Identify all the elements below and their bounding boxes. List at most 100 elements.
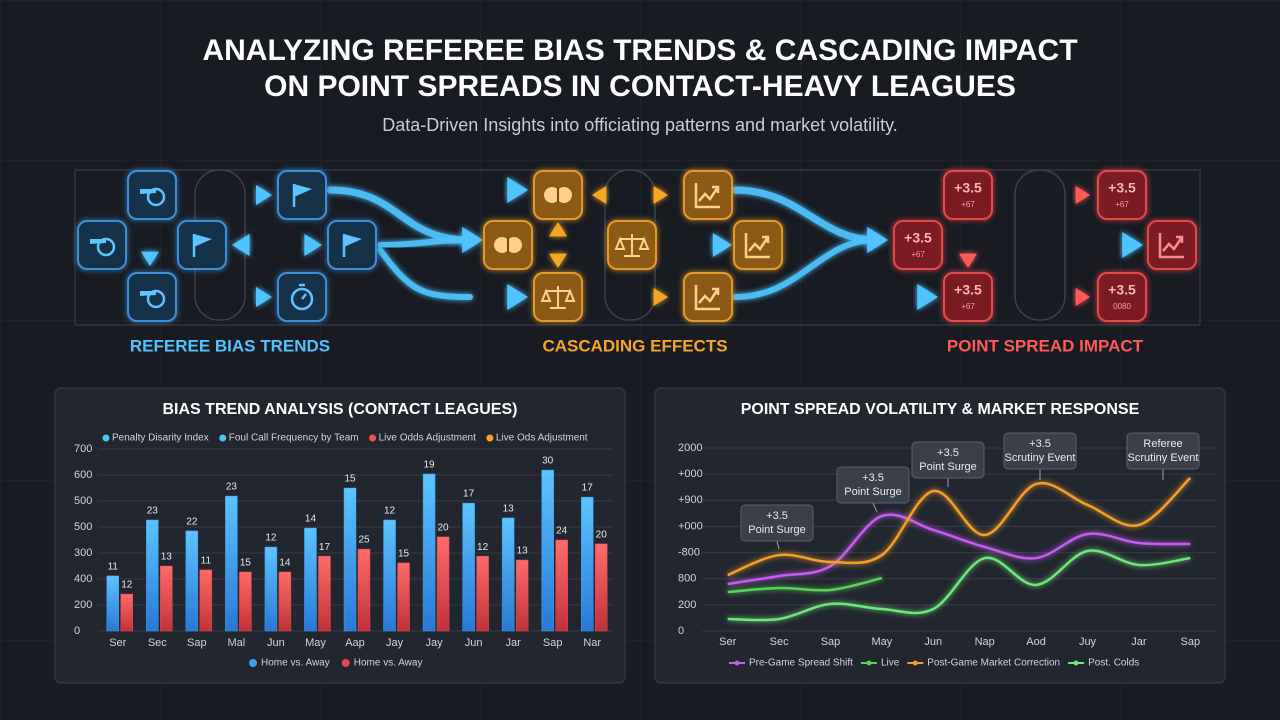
x-tick-label: Jay [386, 637, 404, 649]
y-tick-label: -800 [678, 546, 700, 558]
section-label: CASCADING EFFECTS [542, 336, 727, 355]
arrow-head [592, 186, 607, 204]
node [943, 170, 993, 220]
series-line [727, 477, 1192, 577]
callout-text: Point Surge [919, 461, 976, 473]
legend-label: Post-Game Market Correction [927, 658, 1060, 669]
x-tick-label: Sec [770, 636, 789, 648]
callout-text: Referee [1143, 438, 1182, 450]
y-tick-label: 2000 [678, 442, 702, 454]
bar-label: 17 [319, 542, 331, 553]
x-tick-label: Ser [109, 637, 126, 649]
callout-box [1003, 432, 1077, 470]
x-tick-label: May [305, 637, 326, 649]
bar [357, 548, 371, 632]
bar [422, 473, 436, 632]
arrow-head [917, 284, 938, 310]
bar [515, 559, 529, 632]
x-tick-label: Sap [543, 637, 563, 649]
bar [555, 539, 568, 632]
section-label: REFEREE BIAS TRENDS [130, 336, 330, 355]
callout-pointer [776, 540, 780, 550]
spread-value: +3.5 [904, 230, 932, 246]
icon [694, 183, 720, 209]
node [127, 272, 177, 322]
y-tick-label: 500 [74, 521, 92, 533]
bar [160, 565, 173, 632]
bar [278, 571, 292, 632]
arrow-head [232, 234, 250, 256]
icon [299, 283, 307, 300]
arrow-head [507, 177, 528, 203]
node [327, 220, 377, 270]
y-tick-label: 700 [74, 443, 92, 455]
node [77, 220, 127, 270]
y-tick-label: 400 [74, 573, 92, 585]
bar-label: 12 [477, 542, 489, 553]
callout-box [836, 466, 910, 504]
spread-value: +3.5 [954, 282, 982, 298]
x-tick-label: Nar [583, 637, 601, 649]
node [893, 220, 943, 270]
bar-label: 11 [201, 556, 212, 567]
flow-diagram: +3.5 +67 +3.5 +67 +3.5 +67 +3.5 +67 +3.5 0080 REFE… [77, 169, 1197, 355]
arrow-head [959, 253, 977, 268]
bar [594, 543, 608, 632]
y-tick-label: 200 [678, 599, 696, 611]
spread-sub: 0080 [1113, 302, 1131, 311]
charts: BIAS TREND ANALYSIS (CONTACT LEAGUES) Pen… [74, 401, 1216, 669]
callout-text: Point Surge [748, 524, 805, 536]
node [683, 272, 733, 322]
x-tick-label: May [872, 636, 893, 648]
bar-label: 17 [582, 483, 594, 494]
icon [506, 237, 522, 253]
chart-title: POINT SPREAD VOLATILITY & MARKET RESPONS… [741, 401, 1140, 418]
bar-label: 19 [424, 460, 436, 471]
x-tick-label: Jun [924, 636, 942, 648]
callout-pointer [872, 502, 878, 513]
x-tick-label: Nap [975, 636, 995, 648]
node [1097, 272, 1147, 322]
node [277, 170, 327, 220]
spread-sub: +67 [911, 250, 925, 259]
y-tick-label: 0 [678, 625, 684, 637]
y-tick-label: 200 [74, 599, 92, 611]
bar-label: 23 [226, 482, 238, 493]
legend-swatch [341, 659, 350, 667]
legend-label: Penalty Disarity Index [112, 433, 209, 444]
x-tick-label: Mal [228, 637, 246, 649]
bar [476, 555, 489, 632]
bar [343, 487, 357, 632]
icon [494, 237, 510, 253]
spread-sub: +67 [961, 302, 975, 311]
icon [140, 291, 156, 296]
bar [462, 502, 475, 632]
callout-box [911, 441, 985, 479]
x-tick-label: Jun [267, 637, 285, 649]
bar-label: 12 [384, 506, 396, 517]
bar-label: 30 [542, 456, 554, 467]
y-tick-label: +900 [678, 494, 703, 506]
icon [294, 184, 312, 197]
x-tick-label: Jar [1131, 636, 1147, 648]
bar-label: 14 [279, 558, 291, 569]
icon [1158, 233, 1184, 259]
bar-label: 13 [503, 504, 515, 515]
bar-label: 11 [108, 562, 119, 573]
icon [744, 233, 770, 259]
flow-arrow [377, 237, 473, 248]
x-tick-label: Jun [465, 637, 483, 649]
chart-title: BIAS TREND ANALYSIS (CONTACT LEAGUES) [163, 401, 518, 418]
bar-label: 12 [265, 533, 277, 544]
legend-label: Post. Colds [1088, 658, 1139, 669]
bar [146, 519, 159, 632]
x-tick-label: Aod [1026, 636, 1046, 648]
legend-label: Foul Call Frequency by Team [229, 433, 359, 444]
bar-label: 25 [358, 535, 370, 546]
x-tick-label: Sec [148, 637, 167, 649]
callout-text: Point Surge [844, 486, 901, 498]
legend-swatch [734, 660, 740, 666]
bar-label: 12 [121, 580, 133, 591]
